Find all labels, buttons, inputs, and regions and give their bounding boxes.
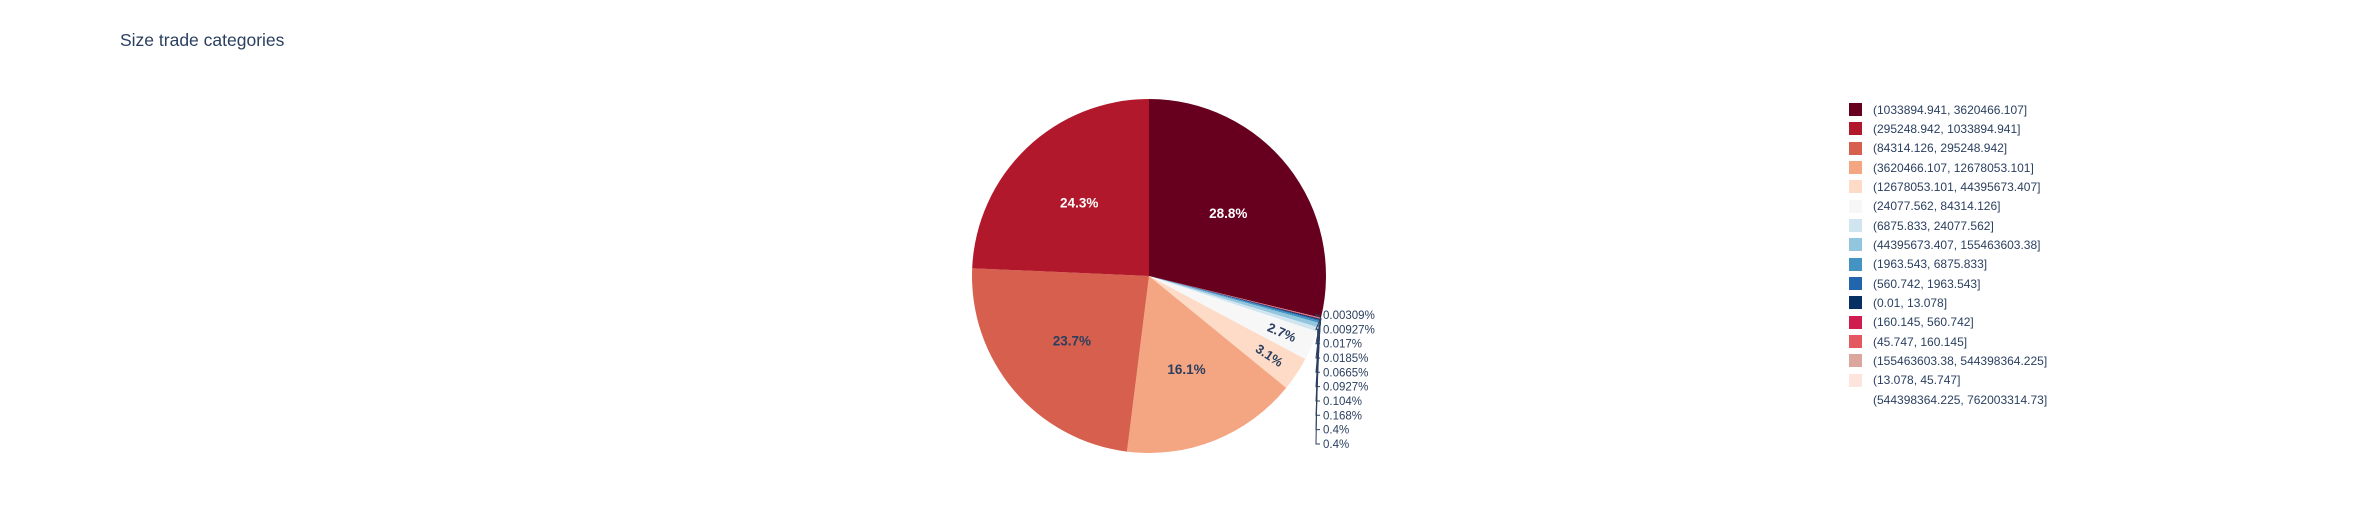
legend-label: (13.078, 45.747] [1873, 373, 1961, 388]
legend-label: (44395673.407, 155463603.38] [1873, 237, 2041, 252]
slice-percent-leader-label: 0.4% [1323, 425, 1349, 437]
legend-label: (6875.833, 24077.562] [1873, 218, 1994, 233]
pie-slice[interactable] [1149, 276, 1321, 324]
legend-label: (24077.562, 84314.126] [1873, 199, 2001, 214]
pie-slice[interactable] [1149, 276, 1321, 321]
slice-percent-leader-label: 0.0927% [1323, 382, 1368, 394]
legend-swatch [1849, 393, 1862, 407]
legend-swatch [1849, 354, 1862, 368]
legend-swatch [1849, 161, 1862, 175]
slice-percent-leader-label: 0.00927% [1323, 324, 1375, 336]
slice-percent-leader-label: 0.0665% [1323, 367, 1368, 379]
legend-label: (295248.942, 1033894.941] [1873, 121, 2021, 136]
pie-slice[interactable] [972, 268, 1149, 452]
legend-item[interactable]: (12678053.101, 44395673.407] [1849, 177, 2047, 196]
legend-swatch [1849, 296, 1862, 310]
pie-slice[interactable] [1149, 99, 1326, 318]
legend-swatch [1849, 238, 1862, 252]
legend-item[interactable]: (24077.562, 84314.126] [1849, 197, 2047, 216]
leader-line [1314, 314, 1322, 319]
pie-slice[interactable] [1149, 276, 1319, 332]
slice-percent-leader-label: 0.104% [1323, 396, 1362, 408]
legend-label: (1033894.941, 3620466.107] [1873, 102, 2028, 117]
legend-item[interactable]: (13.078, 45.747] [1849, 371, 2047, 390]
legend-swatch [1849, 335, 1862, 349]
legend-swatch [1849, 277, 1862, 291]
legend-swatch [1849, 219, 1862, 233]
legend-item[interactable]: (0.01, 13.078] [1849, 293, 2047, 312]
pie-slice[interactable] [1149, 276, 1321, 318]
slice-percent-leader-label: 0.00309% [1323, 310, 1375, 322]
legend-swatch [1849, 103, 1862, 117]
pie-slice[interactable] [1149, 276, 1321, 319]
legend-item[interactable]: (44395673.407, 155463603.38] [1849, 235, 2047, 254]
legend-label: (160.145, 560.742] [1873, 315, 1974, 330]
pie-slice[interactable] [1149, 276, 1321, 320]
legend-label: (12678053.101, 44395673.407] [1873, 179, 2041, 194]
legend-swatch [1849, 373, 1862, 387]
legend-label: (84314.126, 295248.942] [1873, 141, 2008, 156]
leader-line [1315, 329, 1320, 445]
legend-item[interactable]: (3620466.107, 12678053.101] [1849, 158, 2047, 177]
legend-item[interactable]: (560.742, 1963.543] [1849, 274, 2047, 293]
legend-swatch [1849, 315, 1862, 329]
slice-percent-leader-label: 0.0185% [1323, 353, 1368, 365]
legend-swatch [1849, 180, 1862, 194]
legend-swatch [1849, 122, 1862, 136]
pie-slice[interactable] [1149, 276, 1321, 319]
legend-item[interactable]: (84314.126, 295248.942] [1849, 139, 2047, 158]
pie-slice[interactable] [1149, 276, 1318, 360]
legend-item[interactable]: (1963.543, 6875.833] [1849, 255, 2047, 274]
legend-label: (1963.543, 6875.833] [1873, 257, 1988, 272]
slice-percent-leader-label: 0.168% [1323, 410, 1362, 422]
legend-item[interactable]: (45.747, 160.145] [1849, 332, 2047, 351]
legend-item[interactable]: (1033894.941, 3620466.107] [1849, 100, 2047, 119]
legend-label: (155463603.38, 544398364.225] [1873, 353, 2048, 368]
slice-percent-label: 16.1% [1167, 362, 1205, 377]
slice-percent-leader-label: 0.017% [1323, 339, 1362, 351]
legend-label: (544398364.225, 762003314.73] [1873, 392, 2048, 407]
legend-item[interactable]: (544398364.225, 762003314.73] [1849, 390, 2047, 409]
legend-swatch [1849, 257, 1862, 271]
pie-slice[interactable] [1149, 276, 1320, 328]
pie-slice[interactable] [1149, 276, 1321, 319]
legend: (1033894.941, 3620466.107] (295248.942, 1… [1849, 100, 2047, 409]
legend-item[interactable]: (295248.942, 1033894.941] [1849, 119, 2047, 138]
chart-title: Size trade categories [120, 30, 285, 50]
legend-label: (560.742, 1963.543] [1873, 276, 1981, 291]
pie-slice[interactable] [1149, 276, 1321, 322]
legend-swatch [1849, 199, 1862, 213]
legend-label: (45.747, 160.145] [1873, 334, 1968, 349]
pie-slice[interactable] [1126, 276, 1287, 454]
legend-item[interactable]: (155463603.38, 544398364.225] [1849, 351, 2047, 370]
legend-label: (3620466.107, 12678053.101] [1873, 160, 2034, 175]
slice-percent-label: 28.8% [1209, 206, 1247, 221]
slice-percent-leader-label: 0.4% [1323, 439, 1349, 451]
legend-swatch [1849, 141, 1862, 155]
legend-item[interactable]: (160.145, 560.742] [1849, 313, 2047, 332]
pie-slice[interactable] [1149, 276, 1306, 388]
slice-percent-label: 23.7% [1053, 334, 1091, 349]
pie-slice[interactable] [972, 99, 1149, 276]
slice-percent-label: 24.3% [1060, 196, 1098, 211]
legend-item[interactable]: (6875.833, 24077.562] [1849, 216, 2047, 235]
legend-label: (0.01, 13.078] [1873, 295, 1948, 310]
